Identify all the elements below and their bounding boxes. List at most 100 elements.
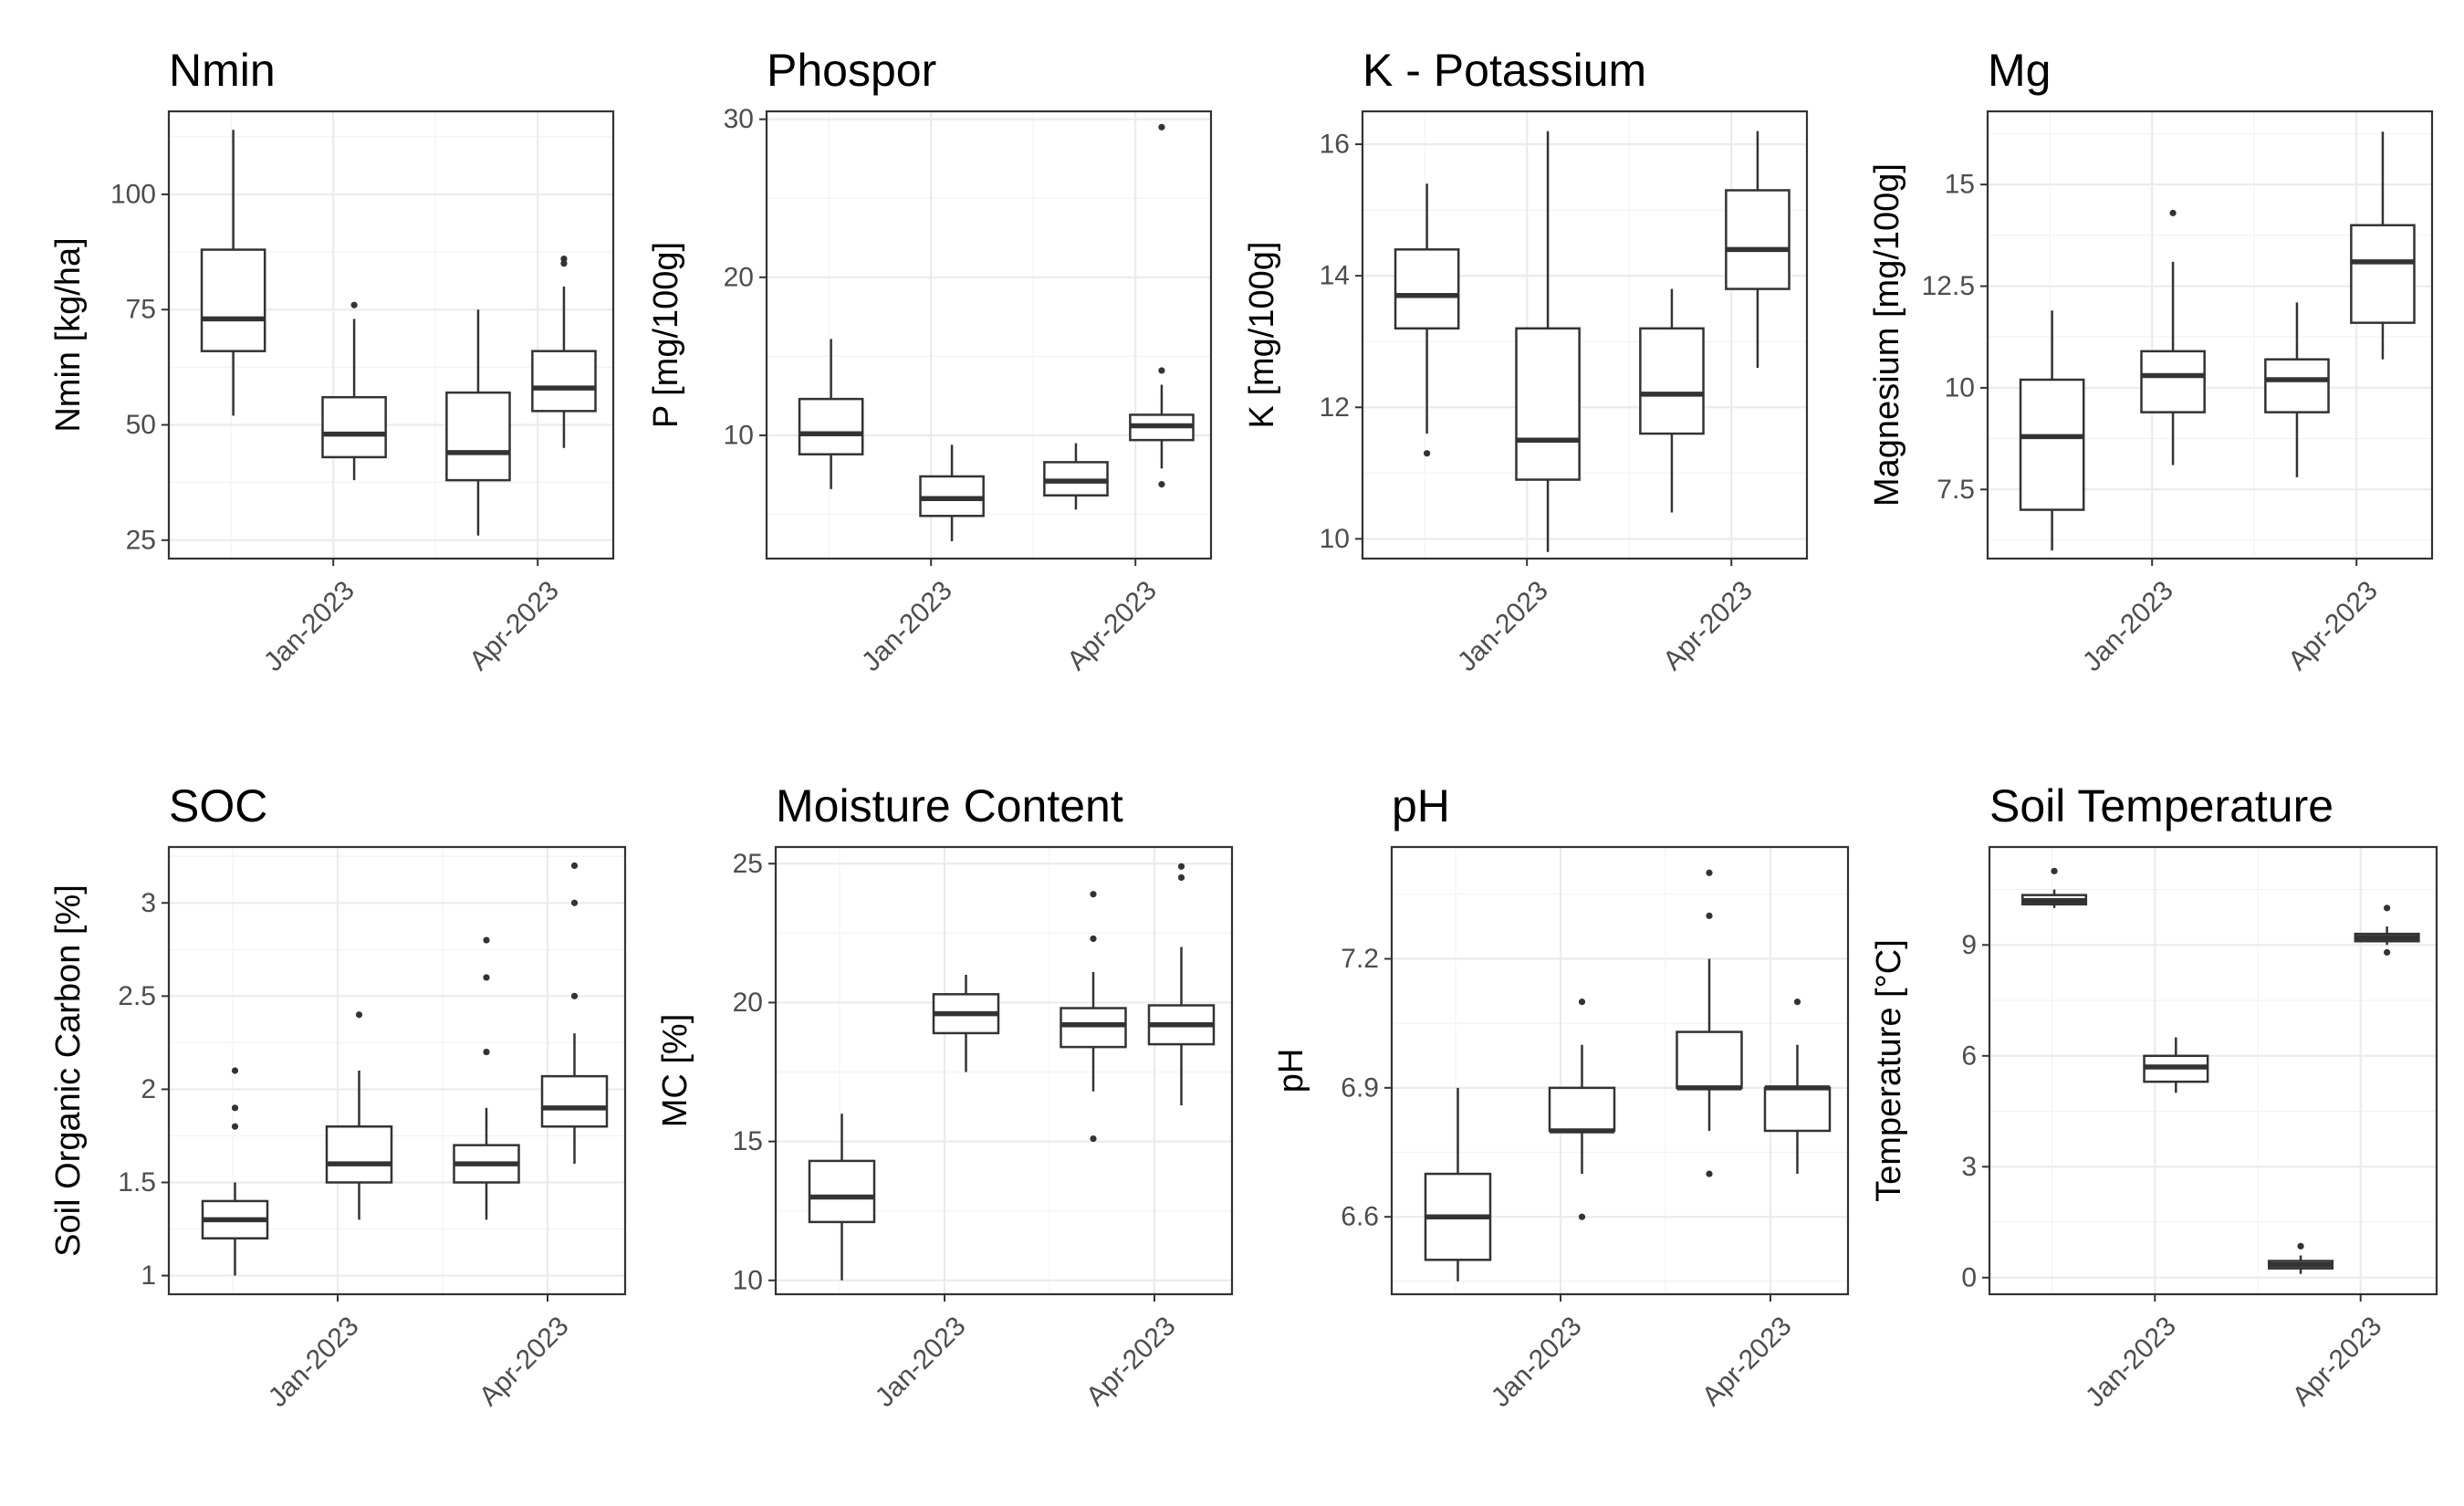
chart-title: Mg bbox=[1988, 45, 2051, 96]
y-tick-label: 10 bbox=[733, 1265, 763, 1295]
outlier-point bbox=[1177, 873, 1185, 882]
y-tick-label: 7.5 bbox=[1937, 475, 1975, 505]
y-axis-label: K [mg/100g] bbox=[1243, 242, 1281, 429]
outlier-point bbox=[1578, 999, 1586, 1006]
x-tick-label: Apr-2023 bbox=[474, 1311, 575, 1412]
x-tick-label: Apr-2023 bbox=[1697, 1311, 1798, 1412]
y-axis-label: pH bbox=[1272, 1049, 1310, 1093]
y-tick-label: 15 bbox=[1945, 170, 1975, 200]
y-axis-label: Temperature [°C] bbox=[1870, 939, 1908, 1202]
box-iqr bbox=[321, 395, 387, 459]
outlier-point bbox=[1158, 481, 1165, 488]
outlier-point bbox=[483, 936, 490, 944]
outlier-point bbox=[570, 899, 579, 906]
y-tick-label: 30 bbox=[724, 104, 754, 134]
y-tick-label: 12 bbox=[1320, 392, 1350, 423]
chart-title: K - Potassium bbox=[1363, 45, 1646, 96]
outlier-point bbox=[570, 862, 579, 870]
outlier-point bbox=[231, 1067, 239, 1074]
outlier-point bbox=[1090, 891, 1097, 898]
outlier-point bbox=[1090, 935, 1097, 943]
y-tick-label: 10 bbox=[1320, 524, 1350, 554]
box-iqr bbox=[2350, 224, 2416, 324]
outlier-point bbox=[1177, 863, 1185, 870]
chart-title: Phospor bbox=[767, 45, 936, 96]
x-tick-label: Apr-2023 bbox=[1081, 1311, 1182, 1412]
outlier-point bbox=[2297, 1242, 2304, 1250]
panel-border bbox=[765, 110, 1213, 560]
box-iqr bbox=[1515, 327, 1581, 481]
box-iqr bbox=[445, 391, 511, 482]
x-tick-label: Jan-2023 bbox=[1452, 575, 1554, 677]
outlier-point bbox=[1706, 869, 1713, 876]
x-tick-label: Jan-2023 bbox=[2080, 1311, 2182, 1413]
panel-border bbox=[1986, 110, 2434, 560]
chart-title: SOC bbox=[169, 780, 267, 831]
box-iqr bbox=[798, 397, 864, 455]
box-iqr bbox=[1639, 327, 1705, 435]
y-tick-label: 6 bbox=[1961, 1041, 1977, 1071]
y-tick-label: 16 bbox=[1320, 130, 1350, 160]
y-tick-label: 3 bbox=[1961, 1152, 1977, 1182]
y-tick-label: 50 bbox=[126, 410, 156, 440]
box-iqr bbox=[2019, 378, 2085, 511]
x-tick-label: Apr-2023 bbox=[1061, 575, 1163, 676]
y-tick-label: 25 bbox=[126, 525, 156, 555]
outlier-point bbox=[231, 1104, 239, 1112]
chart-title: pH bbox=[1392, 780, 1450, 831]
chart-title: Soil Temperature bbox=[1989, 780, 2333, 831]
box-iqr bbox=[540, 1074, 609, 1128]
y-tick-label: 100 bbox=[110, 179, 156, 209]
y-tick-label: 10 bbox=[724, 420, 754, 450]
y-tick-label: 20 bbox=[733, 988, 763, 1018]
box-iqr bbox=[1763, 1086, 1832, 1133]
box-iqr bbox=[1548, 1086, 1616, 1133]
box-iqr bbox=[1676, 1030, 1743, 1090]
y-tick-label: 2 bbox=[141, 1074, 156, 1104]
outlier-point bbox=[2384, 948, 2391, 957]
x-tick-label: Apr-2023 bbox=[2287, 1311, 2388, 1412]
panel-background bbox=[767, 111, 1211, 559]
y-axis-label: MC [%] bbox=[656, 1014, 694, 1128]
outlier-point bbox=[1424, 450, 1431, 457]
y-tick-label: 12.5 bbox=[1922, 271, 1975, 301]
x-tick-label: Jan-2023 bbox=[1486, 1311, 1588, 1413]
y-tick-label: 20 bbox=[724, 262, 754, 292]
panel-border bbox=[1361, 110, 1809, 560]
x-tick-label: Jan-2023 bbox=[856, 575, 958, 677]
y-tick-label: 25 bbox=[733, 849, 763, 879]
panel-border bbox=[167, 845, 627, 1296]
x-tick-label: Apr-2023 bbox=[464, 575, 565, 676]
outlier-point bbox=[570, 992, 579, 999]
box-iqr bbox=[1060, 1007, 1127, 1049]
outlier-point bbox=[483, 974, 490, 981]
chart-title: Moisture Content bbox=[776, 780, 1123, 831]
x-tick-label: Apr-2023 bbox=[2282, 575, 2384, 676]
y-tick-label: 1 bbox=[141, 1260, 156, 1291]
outlier-point bbox=[2384, 905, 2391, 912]
outlier-point bbox=[560, 256, 568, 263]
box-iqr bbox=[2264, 358, 2330, 413]
panel-background bbox=[776, 847, 1232, 1294]
outlier-point bbox=[560, 260, 568, 267]
outlier-point bbox=[1158, 123, 1165, 131]
y-tick-label: 15 bbox=[733, 1126, 763, 1156]
outlier-point bbox=[350, 301, 358, 309]
y-axis-label: Magnesium [mg/100g] bbox=[1868, 163, 1906, 507]
outlier-point bbox=[231, 1123, 239, 1130]
y-tick-label: 6.6 bbox=[1341, 1202, 1379, 1232]
y-tick-label: 10 bbox=[1945, 372, 1975, 403]
y-axis-label: P [mg/100g] bbox=[647, 242, 685, 428]
x-tick-label: Jan-2023 bbox=[870, 1311, 972, 1413]
box-iqr bbox=[1394, 248, 1460, 330]
x-tick-label: Jan-2023 bbox=[258, 575, 360, 677]
box-iqr bbox=[1725, 189, 1791, 290]
y-tick-label: 3 bbox=[141, 888, 156, 918]
chart-title: Nmin bbox=[169, 45, 276, 96]
y-axis-label: Nmin [kg/ha] bbox=[49, 237, 88, 432]
y-tick-label: 7.2 bbox=[1341, 944, 1379, 974]
outlier-point bbox=[1578, 1213, 1586, 1220]
panel-border bbox=[1988, 845, 2438, 1296]
y-tick-label: 9 bbox=[1961, 930, 1977, 960]
